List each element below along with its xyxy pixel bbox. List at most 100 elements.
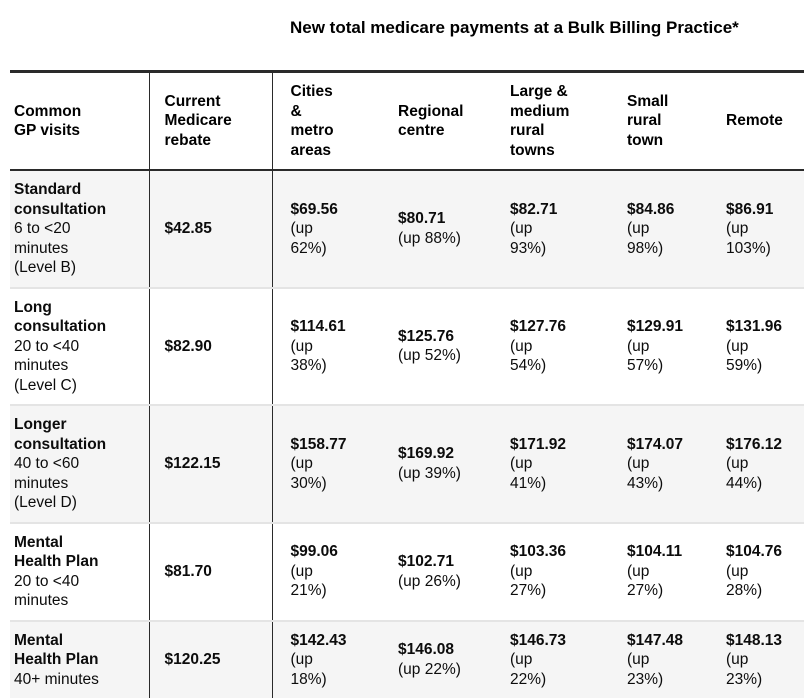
column-header-common-gp-visits: Common GP visits	[10, 71, 150, 171]
payment-note: (up 62%)	[290, 220, 327, 257]
payment-cell: $80.71 (up 88%)	[398, 170, 508, 288]
payment-amount: $174.07	[627, 435, 684, 453]
visit-detail: 20 to <40 minutes	[14, 572, 80, 610]
payment-note: (up 18%)	[290, 651, 327, 688]
medicare-payments-table: Common GP visits Current Medicare rebate…	[10, 70, 804, 698]
rebate-value: $82.90	[164, 337, 212, 355]
payment-cell: $169.92 (up 39%)	[398, 405, 508, 523]
rebate-cell: $122.15	[149, 405, 273, 523]
payment-cell: $104.76 (up 28%)	[724, 523, 804, 621]
payment-amount: $127.76	[510, 318, 567, 335]
payment-amount: $69.56	[290, 200, 338, 218]
visit-cell: Mental Health Plan 20 to <40 minutes	[10, 522, 150, 621]
payment-cell: $102.71 (up 26%)	[398, 523, 508, 621]
payment-amount: $171.92	[510, 435, 567, 453]
rebate-cell: $81.70	[149, 522, 273, 621]
payment-cell: $142.43 (up 18%)	[272, 621, 398, 699]
column-header-large-medium-rural-towns: Large & medium rural towns	[508, 71, 625, 171]
payment-cell: $147.48 (up 23%)	[625, 621, 724, 699]
payment-cell: $86.91 (up 103%)	[724, 170, 804, 288]
table-row-longer-consultation: Longer consultation 40 to <60 minutes (L…	[10, 405, 804, 523]
visit-detail: 40+ minutes	[14, 670, 99, 688]
payment-amount: $158.77	[290, 435, 347, 453]
payment-note: (up 44%)	[726, 455, 763, 492]
payment-amount: $99.06	[290, 543, 338, 561]
payment-note: (up 38%)	[290, 337, 327, 375]
payment-note: (up 54%)	[510, 337, 547, 375]
payment-cell: $129.91 (up 57%)	[625, 288, 724, 406]
payment-cell: $176.12 (up 44%)	[724, 405, 804, 523]
visit-name: Longer consultation	[14, 416, 107, 453]
payment-note: (up 43%)	[627, 455, 664, 492]
table-row-mental-health-plan-short: Mental Health Plan 20 to <40 minutes $81…	[10, 522, 804, 621]
rebate-value: $42.85	[164, 220, 212, 237]
rebate-value: $122.15	[164, 455, 221, 472]
payment-note: (up 28%)	[726, 562, 763, 600]
payment-note: (up 41%)	[510, 455, 547, 492]
table-row-standard-consultation: Standard consultation 6 to <20 minutes (…	[10, 170, 804, 288]
payment-note: (up 93%)	[510, 220, 547, 257]
payment-note: (up 27%)	[510, 562, 547, 600]
visit-detail: 20 to <40 minutes (Level C)	[14, 337, 80, 394]
table-row-mental-health-plan-long: Mental Health Plan 40+ minutes $120.25 $…	[10, 620, 804, 699]
payment-note: (up 57%)	[627, 337, 664, 375]
rebate-cell: $120.25	[149, 620, 273, 698]
payment-note: (up 88%)	[398, 229, 461, 247]
payment-amount: $142.43	[290, 631, 347, 649]
payment-amount: $125.76	[398, 327, 455, 345]
payment-amount: $82.71	[510, 200, 558, 218]
payment-cell: $146.08 (up 22%)	[398, 621, 508, 699]
table-row-long-consultation: Long consultation 20 to <40 minutes (Lev…	[10, 287, 804, 406]
header-row: Common GP visits Current Medicare rebate…	[10, 71, 804, 171]
payment-note: (up 103%)	[726, 220, 771, 257]
payment-cell: $158.77 (up 30%)	[272, 405, 398, 523]
payment-cell: $82.71 (up 93%)	[508, 170, 625, 288]
payment-amount: $103.36	[510, 543, 567, 561]
payment-amount: $84.86	[627, 200, 675, 218]
payment-amount: $129.91	[627, 318, 684, 335]
rebate-cell: $42.85	[149, 170, 273, 288]
payment-cell: $114.61 (up 38%)	[272, 288, 398, 406]
payment-note: (up 30%)	[290, 455, 327, 492]
payment-note: (up 59%)	[726, 337, 763, 375]
payment-note: (up 23%)	[726, 651, 763, 688]
payment-amount: $146.73	[510, 631, 567, 649]
visit-detail: 40 to <60 minutes (Level D)	[14, 455, 80, 511]
payment-note: (up 98%)	[627, 220, 664, 257]
column-header-small-rural-town: Small rural town	[625, 71, 724, 171]
payment-amount: $146.08	[398, 641, 455, 659]
payment-note: (up 52%)	[398, 347, 461, 365]
payment-cell: $104.11 (up 27%)	[625, 523, 724, 621]
visit-name: Mental Health Plan	[14, 533, 99, 571]
rebate-value: $81.70	[164, 562, 212, 580]
payment-cell: $148.13 (up 23%)	[724, 621, 804, 699]
payment-amount: $114.61	[290, 318, 346, 335]
payment-note: (up 26%)	[398, 572, 461, 590]
payment-cell: $69.56 (up 62%)	[272, 170, 398, 288]
visit-cell: Long consultation 20 to <40 minutes (Lev…	[10, 287, 150, 405]
payment-note: (up 22%)	[398, 660, 461, 678]
column-header-regional-centre: Regional centre	[398, 71, 508, 171]
payment-amount: $86.91	[726, 200, 774, 218]
payment-amount: $148.13	[726, 631, 783, 649]
payment-amount: $104.76	[726, 543, 783, 561]
payment-amount: $102.71	[398, 553, 455, 570]
rebate-cell: $82.90	[149, 287, 273, 405]
payment-cell: $125.76 (up 52%)	[398, 288, 508, 406]
payment-note: (up 23%)	[627, 651, 664, 688]
visit-cell: Standard consultation 6 to <20 minutes (…	[10, 170, 150, 288]
payment-amount: $147.48	[627, 631, 684, 649]
payment-note: (up 27%)	[627, 562, 664, 600]
payment-cell: $103.36 (up 27%)	[508, 523, 625, 621]
rebate-value: $120.25	[164, 651, 221, 668]
visit-cell: Mental Health Plan 40+ minutes	[10, 620, 150, 698]
payment-amount: $131.96	[726, 318, 783, 335]
payment-cell: $99.06 (up 21%)	[272, 523, 398, 621]
payment-amount: $80.71	[398, 210, 446, 228]
visit-name: Long consultation	[14, 298, 107, 336]
payment-note: (up 21%)	[290, 562, 327, 600]
payment-cell: $171.92 (up 41%)	[508, 405, 625, 523]
payment-note: (up 22%)	[510, 651, 547, 688]
column-header-remote: Remote	[724, 71, 804, 171]
